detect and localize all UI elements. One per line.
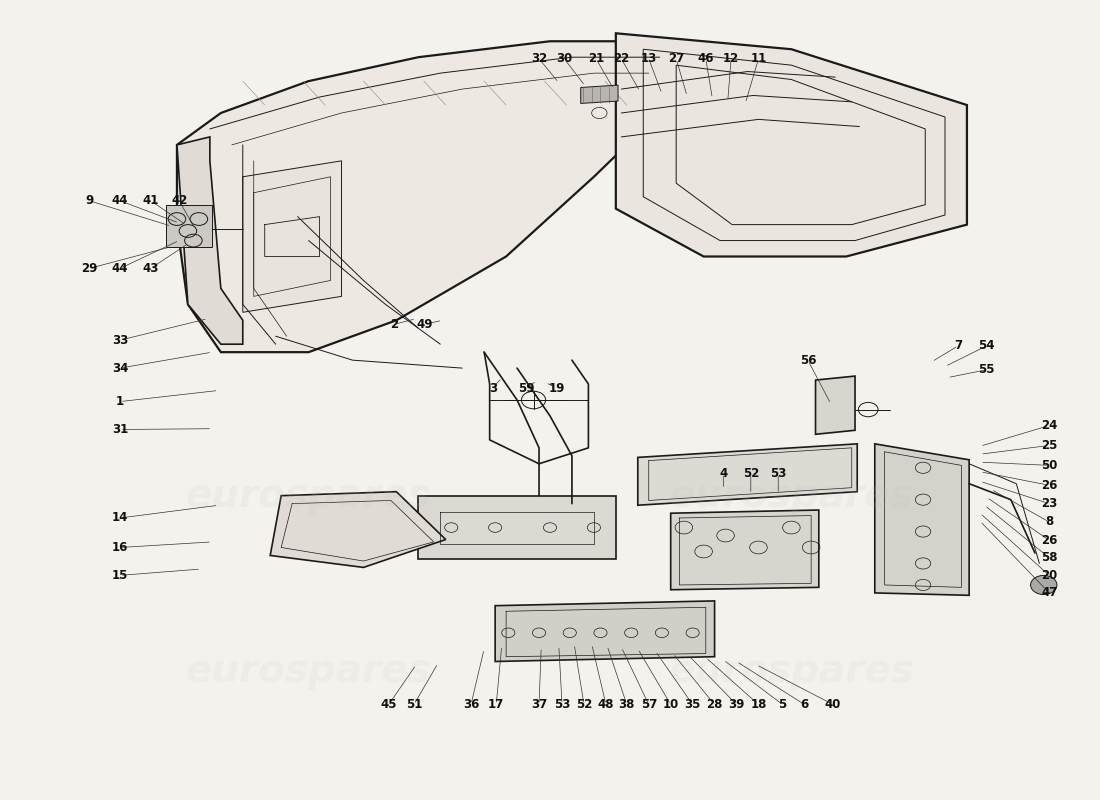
Text: 51: 51	[406, 698, 422, 711]
Text: 4: 4	[719, 467, 727, 480]
Text: 35: 35	[684, 698, 701, 711]
Text: 13: 13	[640, 52, 657, 66]
Text: 5: 5	[779, 698, 786, 711]
Text: eurospares: eurospares	[186, 652, 431, 690]
Polygon shape	[874, 444, 969, 595]
Text: 16: 16	[112, 541, 128, 554]
Text: 54: 54	[978, 339, 994, 352]
Text: 27: 27	[668, 52, 684, 66]
Polygon shape	[495, 601, 715, 662]
Text: eurospares: eurospares	[669, 477, 914, 514]
Text: 22: 22	[613, 52, 629, 66]
Text: 53: 53	[770, 467, 786, 480]
Text: 1: 1	[116, 395, 124, 408]
Polygon shape	[177, 42, 693, 352]
Polygon shape	[166, 206, 212, 247]
Polygon shape	[177, 137, 243, 344]
Text: 2: 2	[390, 318, 398, 330]
Polygon shape	[815, 376, 855, 434]
Text: 3: 3	[488, 382, 497, 394]
Text: 11: 11	[750, 52, 767, 66]
Text: 26: 26	[1041, 534, 1057, 547]
Circle shape	[1031, 575, 1057, 594]
Text: 10: 10	[662, 698, 679, 711]
Text: 15: 15	[112, 569, 128, 582]
Text: 32: 32	[531, 52, 547, 66]
Text: 21: 21	[588, 52, 604, 66]
Text: 17: 17	[488, 698, 505, 711]
Polygon shape	[581, 85, 618, 103]
Text: 6: 6	[801, 698, 808, 711]
Text: 46: 46	[697, 52, 714, 66]
Text: 28: 28	[706, 698, 723, 711]
Text: 24: 24	[1041, 419, 1057, 432]
Text: 37: 37	[531, 698, 547, 711]
Text: 41: 41	[142, 194, 158, 207]
Text: 43: 43	[142, 262, 158, 275]
Text: 14: 14	[112, 511, 128, 525]
Text: 36: 36	[463, 698, 480, 711]
Text: 47: 47	[1041, 586, 1057, 599]
Polygon shape	[243, 161, 341, 312]
Text: 9: 9	[85, 194, 94, 207]
Text: 25: 25	[1041, 439, 1057, 452]
Text: 7: 7	[954, 339, 962, 352]
Text: eurospares: eurospares	[669, 652, 914, 690]
Text: 52: 52	[575, 698, 592, 711]
Text: 19: 19	[549, 382, 564, 394]
Text: 56: 56	[800, 354, 816, 366]
Polygon shape	[671, 510, 818, 590]
Text: 57: 57	[640, 698, 657, 711]
Polygon shape	[638, 444, 857, 506]
Text: 48: 48	[597, 698, 614, 711]
Text: 29: 29	[81, 262, 98, 275]
Text: 44: 44	[111, 194, 128, 207]
Text: 58: 58	[1041, 551, 1057, 564]
Text: 44: 44	[111, 262, 128, 275]
Text: 31: 31	[112, 423, 128, 436]
Text: 53: 53	[554, 698, 570, 711]
Text: 20: 20	[1041, 569, 1057, 582]
Text: 42: 42	[170, 194, 187, 207]
Text: 23: 23	[1041, 497, 1057, 510]
Text: 12: 12	[723, 52, 739, 66]
Text: 39: 39	[728, 698, 745, 711]
Text: 40: 40	[825, 698, 842, 711]
Text: 38: 38	[618, 698, 635, 711]
Text: 8: 8	[1045, 515, 1054, 529]
Text: 33: 33	[112, 334, 128, 346]
Text: 34: 34	[112, 362, 128, 374]
Text: 50: 50	[1041, 459, 1057, 472]
Polygon shape	[271, 492, 446, 567]
Text: 26: 26	[1041, 479, 1057, 492]
Text: 59: 59	[518, 382, 535, 394]
Text: 18: 18	[750, 698, 767, 711]
Text: eurospares: eurospares	[186, 477, 431, 514]
Text: 52: 52	[742, 467, 759, 480]
Text: 55: 55	[978, 363, 994, 376]
Polygon shape	[616, 34, 967, 257]
Text: 49: 49	[417, 318, 433, 330]
Text: 30: 30	[557, 52, 572, 66]
Text: 45: 45	[381, 698, 397, 711]
Polygon shape	[418, 496, 616, 559]
